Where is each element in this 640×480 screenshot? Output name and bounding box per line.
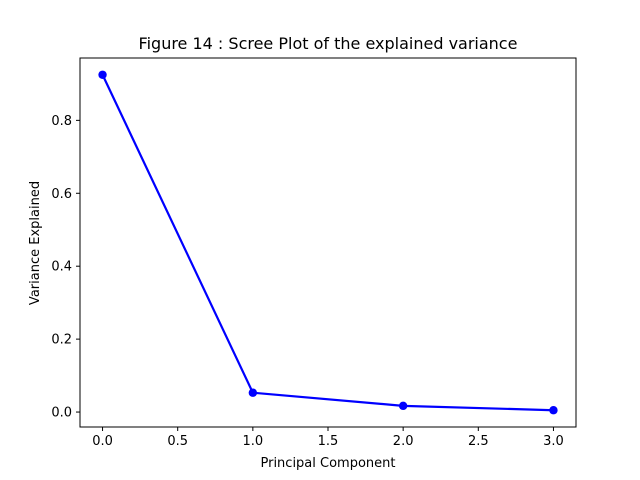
plot-area-frame	[79, 57, 577, 428]
x-axis-label: Principal Component	[260, 456, 395, 471]
y-tick-label: 0.8	[51, 114, 72, 129]
data-point	[549, 406, 558, 415]
data-point	[98, 70, 107, 79]
data-point	[248, 388, 258, 397]
y-tick-label: 0.2	[51, 333, 72, 348]
y-axis-ticks: 0.0 0.2 0.4 0.6 0.8	[51, 114, 80, 421]
y-axis-label: Variance Explained	[28, 181, 43, 305]
series-line	[101, 73, 555, 412]
chart-title: Figure 14 : Scree Plot of the explained …	[139, 34, 518, 53]
y-tick-label: 0.4	[51, 260, 72, 275]
x-axis-ticks: 0.0 0.5 1.0 1.5 2.0 2.5 3.0	[92, 427, 564, 449]
x-tick-label: 0.0	[92, 434, 113, 449]
y-tick-label: 0.0	[51, 406, 72, 421]
x-tick-label: 2.5	[468, 434, 489, 449]
x-tick-label: 1.0	[243, 434, 264, 449]
y-tick-label: 0.6	[51, 187, 72, 202]
series-layer	[98, 70, 558, 415]
x-tick-label: 2.0	[393, 434, 414, 449]
x-tick-label: 0.5	[167, 434, 188, 449]
x-tick-label: 3.0	[543, 434, 564, 449]
x-tick-label: 1.5	[318, 434, 339, 449]
data-point	[398, 401, 408, 411]
